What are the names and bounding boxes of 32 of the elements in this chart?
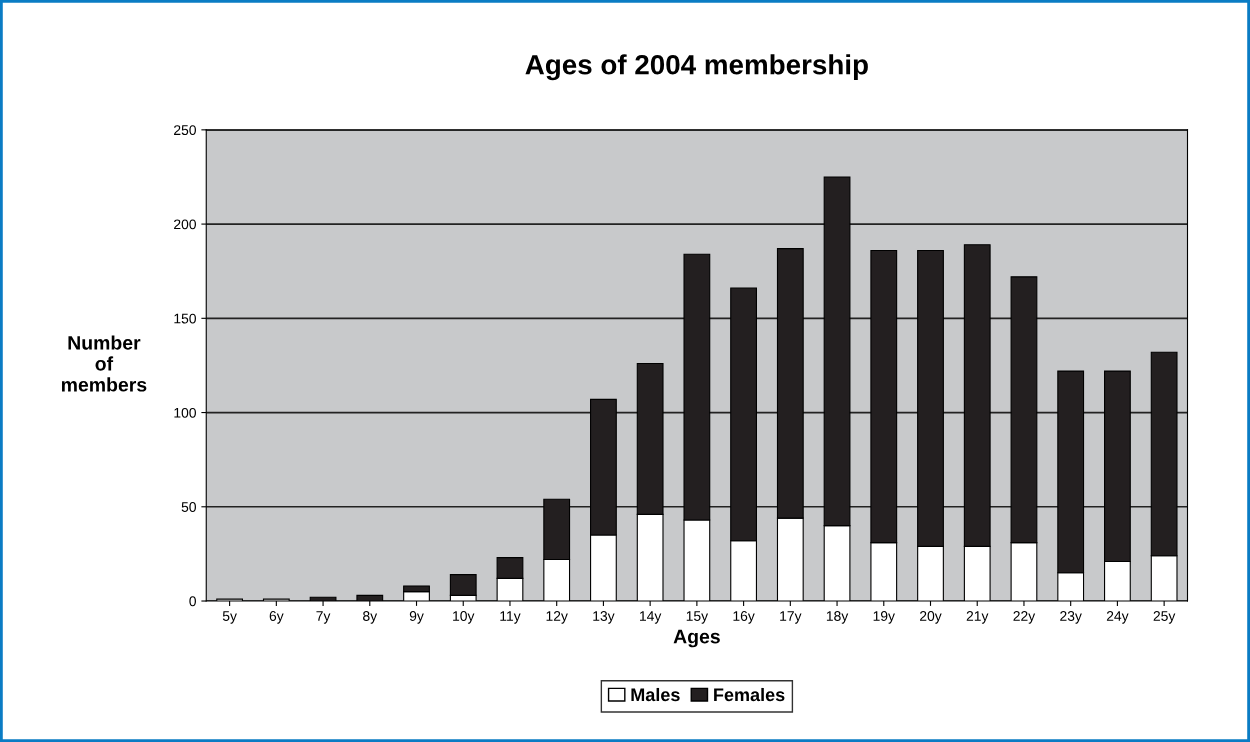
x-tick-label: 23y	[1060, 611, 1082, 624]
x-tick-label: 21y	[966, 611, 989, 624]
x-tick-label: 7y	[316, 611, 331, 624]
x-tick-label: 6y	[269, 611, 284, 624]
legend-label: Males	[631, 687, 680, 702]
y-tick-label: 50	[181, 502, 196, 512]
x-tick-label: 20y	[920, 611, 942, 624]
y-tick-label: 200	[174, 219, 196, 230]
y-tick-label: 150	[174, 313, 196, 324]
x-tick-label: 14y	[640, 611, 662, 624]
x-tick-label: 16y	[733, 611, 755, 624]
x-tick-label: 22y	[1013, 611, 1036, 624]
x-tick-label: 18y	[826, 611, 849, 624]
x-tick-label: 5y	[222, 611, 237, 624]
y-tick-label: 100	[174, 407, 196, 418]
x-tick-label: 8y	[363, 611, 378, 624]
legend-label: Females	[714, 687, 785, 702]
x-tick-label: 19y	[873, 611, 895, 624]
x-tick-label: 11y	[500, 611, 521, 624]
x-tick-label: 15y	[686, 611, 709, 624]
x-axis-title: Ages	[673, 629, 720, 648]
y-tick-label: 250	[174, 125, 196, 136]
chart-title: Ages of 2004 membership	[525, 54, 868, 81]
x-tick-label: 17y	[780, 611, 802, 624]
y-axis-title: Number of members	[61, 335, 147, 392]
x-tick-label: 25y	[1153, 611, 1176, 624]
x-tick-label: 9y	[409, 611, 424, 624]
x-tick-label: 10y	[453, 611, 475, 624]
y-tick-label: 0	[189, 596, 196, 607]
x-tick-label: 13y	[593, 611, 615, 624]
x-tick-label: 12y	[546, 611, 568, 624]
x-tick-label: 24y	[1106, 611, 1129, 624]
